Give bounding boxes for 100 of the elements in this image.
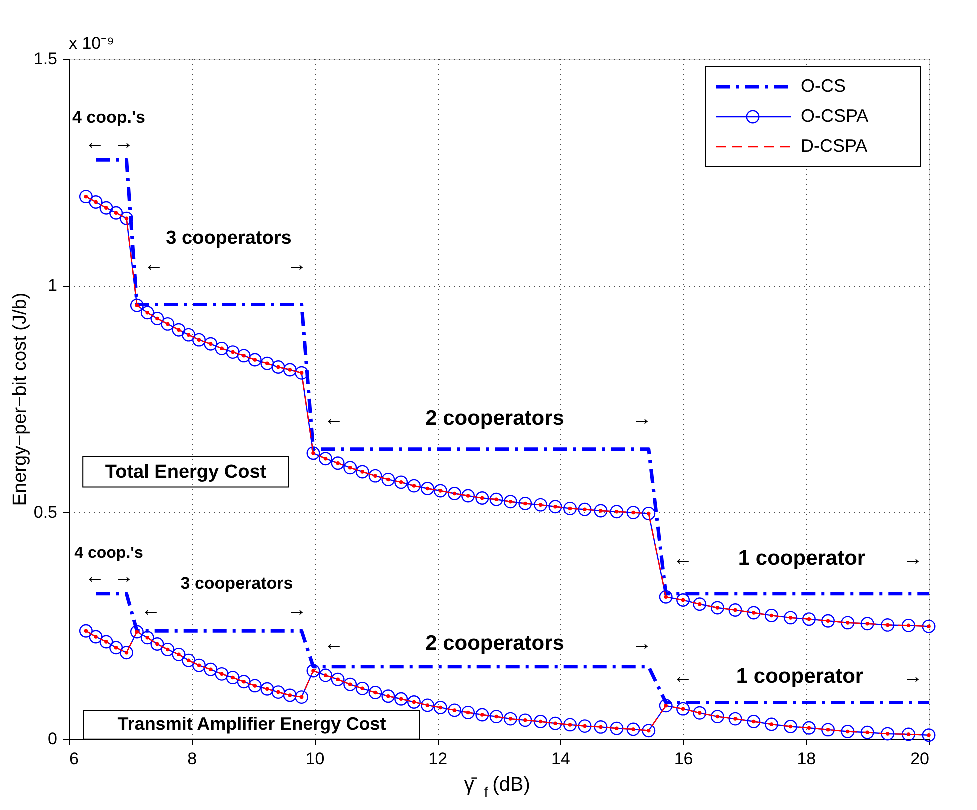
y-tick-label: 0 <box>48 730 58 748</box>
point <box>356 465 370 479</box>
point <box>100 201 114 215</box>
legend-label: O-CS <box>801 76 846 96</box>
point <box>476 492 490 505</box>
point <box>710 601 724 615</box>
point <box>642 506 656 520</box>
point <box>548 500 562 514</box>
point <box>182 328 196 342</box>
point <box>192 333 206 347</box>
point <box>260 356 274 370</box>
point <box>283 363 297 377</box>
annotation: ← <box>324 633 344 655</box>
annotation: 1 cooperator <box>736 665 864 688</box>
point <box>728 604 742 617</box>
annotation: ← <box>85 132 105 154</box>
point <box>150 312 164 326</box>
x-tick-label: 12 <box>428 750 448 768</box>
annotation: 4 coop.'s <box>72 108 146 127</box>
point <box>110 206 124 220</box>
point <box>295 366 309 380</box>
point <box>237 349 251 363</box>
point <box>421 482 434 496</box>
annotation: 2 cooperators <box>426 407 564 430</box>
x-tick-label: 14 <box>551 750 570 768</box>
point <box>204 337 218 351</box>
point <box>676 594 690 607</box>
point <box>881 618 895 632</box>
point <box>784 611 798 625</box>
y-tick-label: 0.5 <box>34 502 58 522</box>
annotation: 3 cooperators <box>166 228 292 249</box>
annotation: Total Energy Cost <box>105 462 268 483</box>
point <box>226 346 240 360</box>
annotation: → <box>287 599 307 621</box>
point <box>89 196 103 209</box>
point <box>130 298 144 312</box>
point <box>594 504 608 518</box>
point <box>161 317 175 331</box>
point <box>610 505 624 519</box>
point <box>344 461 358 475</box>
annotation: ← <box>141 599 161 621</box>
annotation: 1 cooperator <box>738 547 866 570</box>
annotation: ← <box>144 254 164 276</box>
annotation: 2 cooperators <box>426 632 564 655</box>
point <box>434 484 448 498</box>
x-tick-label: 20 <box>910 750 930 768</box>
point <box>215 342 229 356</box>
point <box>331 456 345 470</box>
annotation: → <box>114 566 134 588</box>
point <box>922 620 936 634</box>
text: x 10⁻⁹ <box>69 34 114 53</box>
point <box>578 502 592 516</box>
point <box>462 489 476 503</box>
point <box>504 495 518 509</box>
legend-label: D-CSPA <box>801 136 868 156</box>
point <box>306 446 320 460</box>
point <box>693 598 707 612</box>
point <box>172 323 186 337</box>
point <box>534 498 548 512</box>
annotation: → <box>903 666 923 688</box>
point <box>626 506 640 520</box>
point <box>394 476 408 490</box>
point <box>140 306 154 320</box>
point <box>382 472 396 486</box>
x-axis-title: γ̄f (dB) <box>464 774 530 800</box>
point <box>120 212 134 226</box>
point <box>490 492 504 506</box>
x-tick-label: 10 <box>306 750 325 768</box>
point <box>822 614 835 628</box>
point <box>860 617 874 631</box>
x-tick-label: 18 <box>797 750 816 768</box>
annotation: → <box>632 633 652 655</box>
point <box>408 479 421 493</box>
point <box>765 608 778 622</box>
point <box>448 487 462 500</box>
point <box>79 190 93 204</box>
x-tick-label: 16 <box>674 750 694 768</box>
annotation: ← <box>85 566 105 588</box>
point <box>248 353 262 367</box>
annotation: 4 coop.'s <box>74 545 144 562</box>
legend-label: O-CSPA <box>801 106 869 126</box>
point <box>802 612 816 626</box>
point <box>747 606 761 620</box>
y-tick-label: 1.5 <box>34 50 58 68</box>
y-tick-label: 1 <box>48 276 58 296</box>
point <box>518 497 532 510</box>
annotation: 3 cooperators <box>180 574 294 593</box>
point <box>564 502 577 516</box>
x-tick-label: 8 <box>188 750 198 768</box>
point <box>841 616 855 630</box>
point <box>272 360 286 374</box>
annotation: → <box>114 132 134 154</box>
x-tick-label: 6 <box>70 750 79 768</box>
annotation: → <box>632 408 652 430</box>
annotation: → <box>287 254 307 276</box>
point <box>319 452 332 466</box>
point <box>368 469 382 483</box>
annotation: Transmit Amplifier Energy Cost <box>118 714 386 734</box>
annotation: ← <box>673 666 693 688</box>
point <box>659 590 673 604</box>
